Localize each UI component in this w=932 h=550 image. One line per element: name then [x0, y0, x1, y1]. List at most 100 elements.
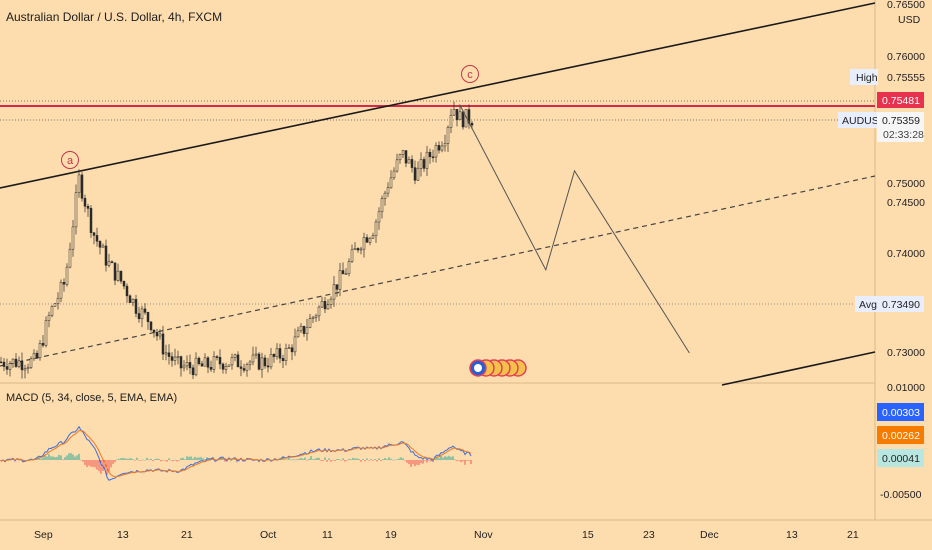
candle-body [401, 150, 405, 155]
macd-histogram-bar [412, 460, 414, 465]
macd-histogram-bar [194, 456, 196, 460]
wave-label-c[interactable]: c [461, 65, 479, 83]
candle-body [8, 363, 12, 370]
macd-histogram-bar [462, 460, 464, 462]
candle-body [377, 211, 381, 223]
upper-trendline[interactable] [0, 2, 876, 189]
macd-histogram-bar [454, 459, 456, 461]
macd-histogram-bar [156, 458, 158, 460]
macd-histogram-bar [402, 458, 404, 460]
macd-histogram-bar [108, 460, 110, 473]
candle-body [422, 159, 426, 169]
macd-value-tag [877, 403, 924, 421]
candle-body [131, 298, 135, 303]
macd-histogram-bar [440, 456, 442, 460]
macd-histogram-bar [186, 456, 188, 460]
macd-histogram-bar [158, 458, 160, 460]
macd-histogram-bar [372, 460, 374, 461]
macd-histogram-bar [190, 456, 192, 460]
candle-body [386, 187, 390, 194]
candle-body [125, 285, 129, 297]
macd-histogram-bar [100, 460, 102, 474]
candle-body [368, 237, 372, 243]
candle-body [242, 368, 246, 371]
candle-body [59, 282, 63, 299]
candle-body [404, 150, 408, 164]
macd-histogram-bar [386, 459, 388, 460]
wave-label-a[interactable]: a [61, 151, 79, 169]
macd-histogram-bar [370, 459, 372, 460]
macd-histogram-bar [116, 459, 118, 460]
macd-histogram-bar [160, 460, 162, 462]
macd-histogram-bar [236, 460, 238, 463]
candle-body [470, 122, 474, 126]
candle-body [281, 358, 285, 361]
macd-histogram-bar [316, 457, 318, 460]
candle-body [110, 261, 114, 264]
candle-body [38, 343, 42, 358]
macd-histogram-bar [314, 458, 316, 460]
candle-body [167, 352, 171, 357]
candle-body [173, 356, 177, 361]
candle-body [170, 356, 174, 361]
lower-trendline[interactable] [721, 351, 876, 386]
macd-histogram-bar [54, 457, 56, 460]
candle-body [65, 266, 69, 285]
macd-histogram-bar [170, 460, 172, 461]
candle-body [212, 356, 216, 370]
macd-histogram-bar [118, 458, 120, 460]
candle-body [329, 298, 333, 305]
macd-histogram-bar [136, 457, 138, 460]
candle-body [431, 156, 435, 159]
macd-histogram-bar [428, 460, 430, 461]
macd-histogram-bar [410, 460, 412, 467]
macd-histogram-bar [138, 460, 140, 461]
macd-histogram-bar [60, 455, 62, 460]
macd-histogram-bar [88, 460, 90, 466]
candle-body [206, 357, 210, 368]
candle-body [215, 356, 219, 358]
candle-body [302, 325, 306, 334]
macd-histogram-bar [330, 460, 332, 462]
candle-body [128, 295, 132, 303]
macd-histogram-bar [332, 459, 334, 461]
macd-histogram-bar [452, 456, 454, 460]
macd-histogram-bar [376, 460, 378, 462]
time-label: 11 [322, 529, 333, 541]
candle-body [371, 235, 375, 239]
candle-body [389, 177, 393, 189]
macd-histogram-bar [348, 458, 350, 460]
macd-histogram-bar [294, 459, 296, 461]
time-label: 21 [181, 529, 193, 541]
channel-midline[interactable] [0, 175, 876, 367]
candle-body [383, 192, 387, 199]
candle-body [2, 361, 6, 367]
macd-histogram-bar [322, 460, 324, 461]
economic-events-icons[interactable] [469, 359, 527, 377]
candle-body [278, 348, 282, 359]
macd-histogram-bar [146, 457, 148, 460]
macd-histogram-bar [320, 460, 322, 461]
macd-histogram-bar [198, 457, 200, 460]
macd-histogram-bar [296, 459, 298, 460]
candle-body [233, 354, 237, 358]
macd-histogram-bar [234, 458, 236, 460]
macd-histogram-bar [408, 460, 410, 465]
candle-body [320, 301, 324, 308]
macd-histogram-bar [388, 457, 390, 460]
wave-label-c-text: c [467, 69, 473, 81]
flag-center-icon [474, 364, 482, 372]
macd-histogram-bar [172, 460, 174, 462]
candle-body [113, 262, 117, 281]
price-tick: 0.74500 [887, 197, 925, 209]
macd-histogram-bar [286, 459, 288, 461]
macd-histogram-bar [338, 459, 340, 460]
macd-histogram-bar [152, 460, 154, 462]
macd-histogram-bar [38, 457, 40, 460]
time-label: 13 [117, 529, 129, 541]
price-tick: 0.73000 [887, 347, 925, 359]
projection-path[interactable] [459, 104, 690, 354]
candle-body [365, 237, 369, 243]
macd-histogram-bar [90, 460, 92, 467]
